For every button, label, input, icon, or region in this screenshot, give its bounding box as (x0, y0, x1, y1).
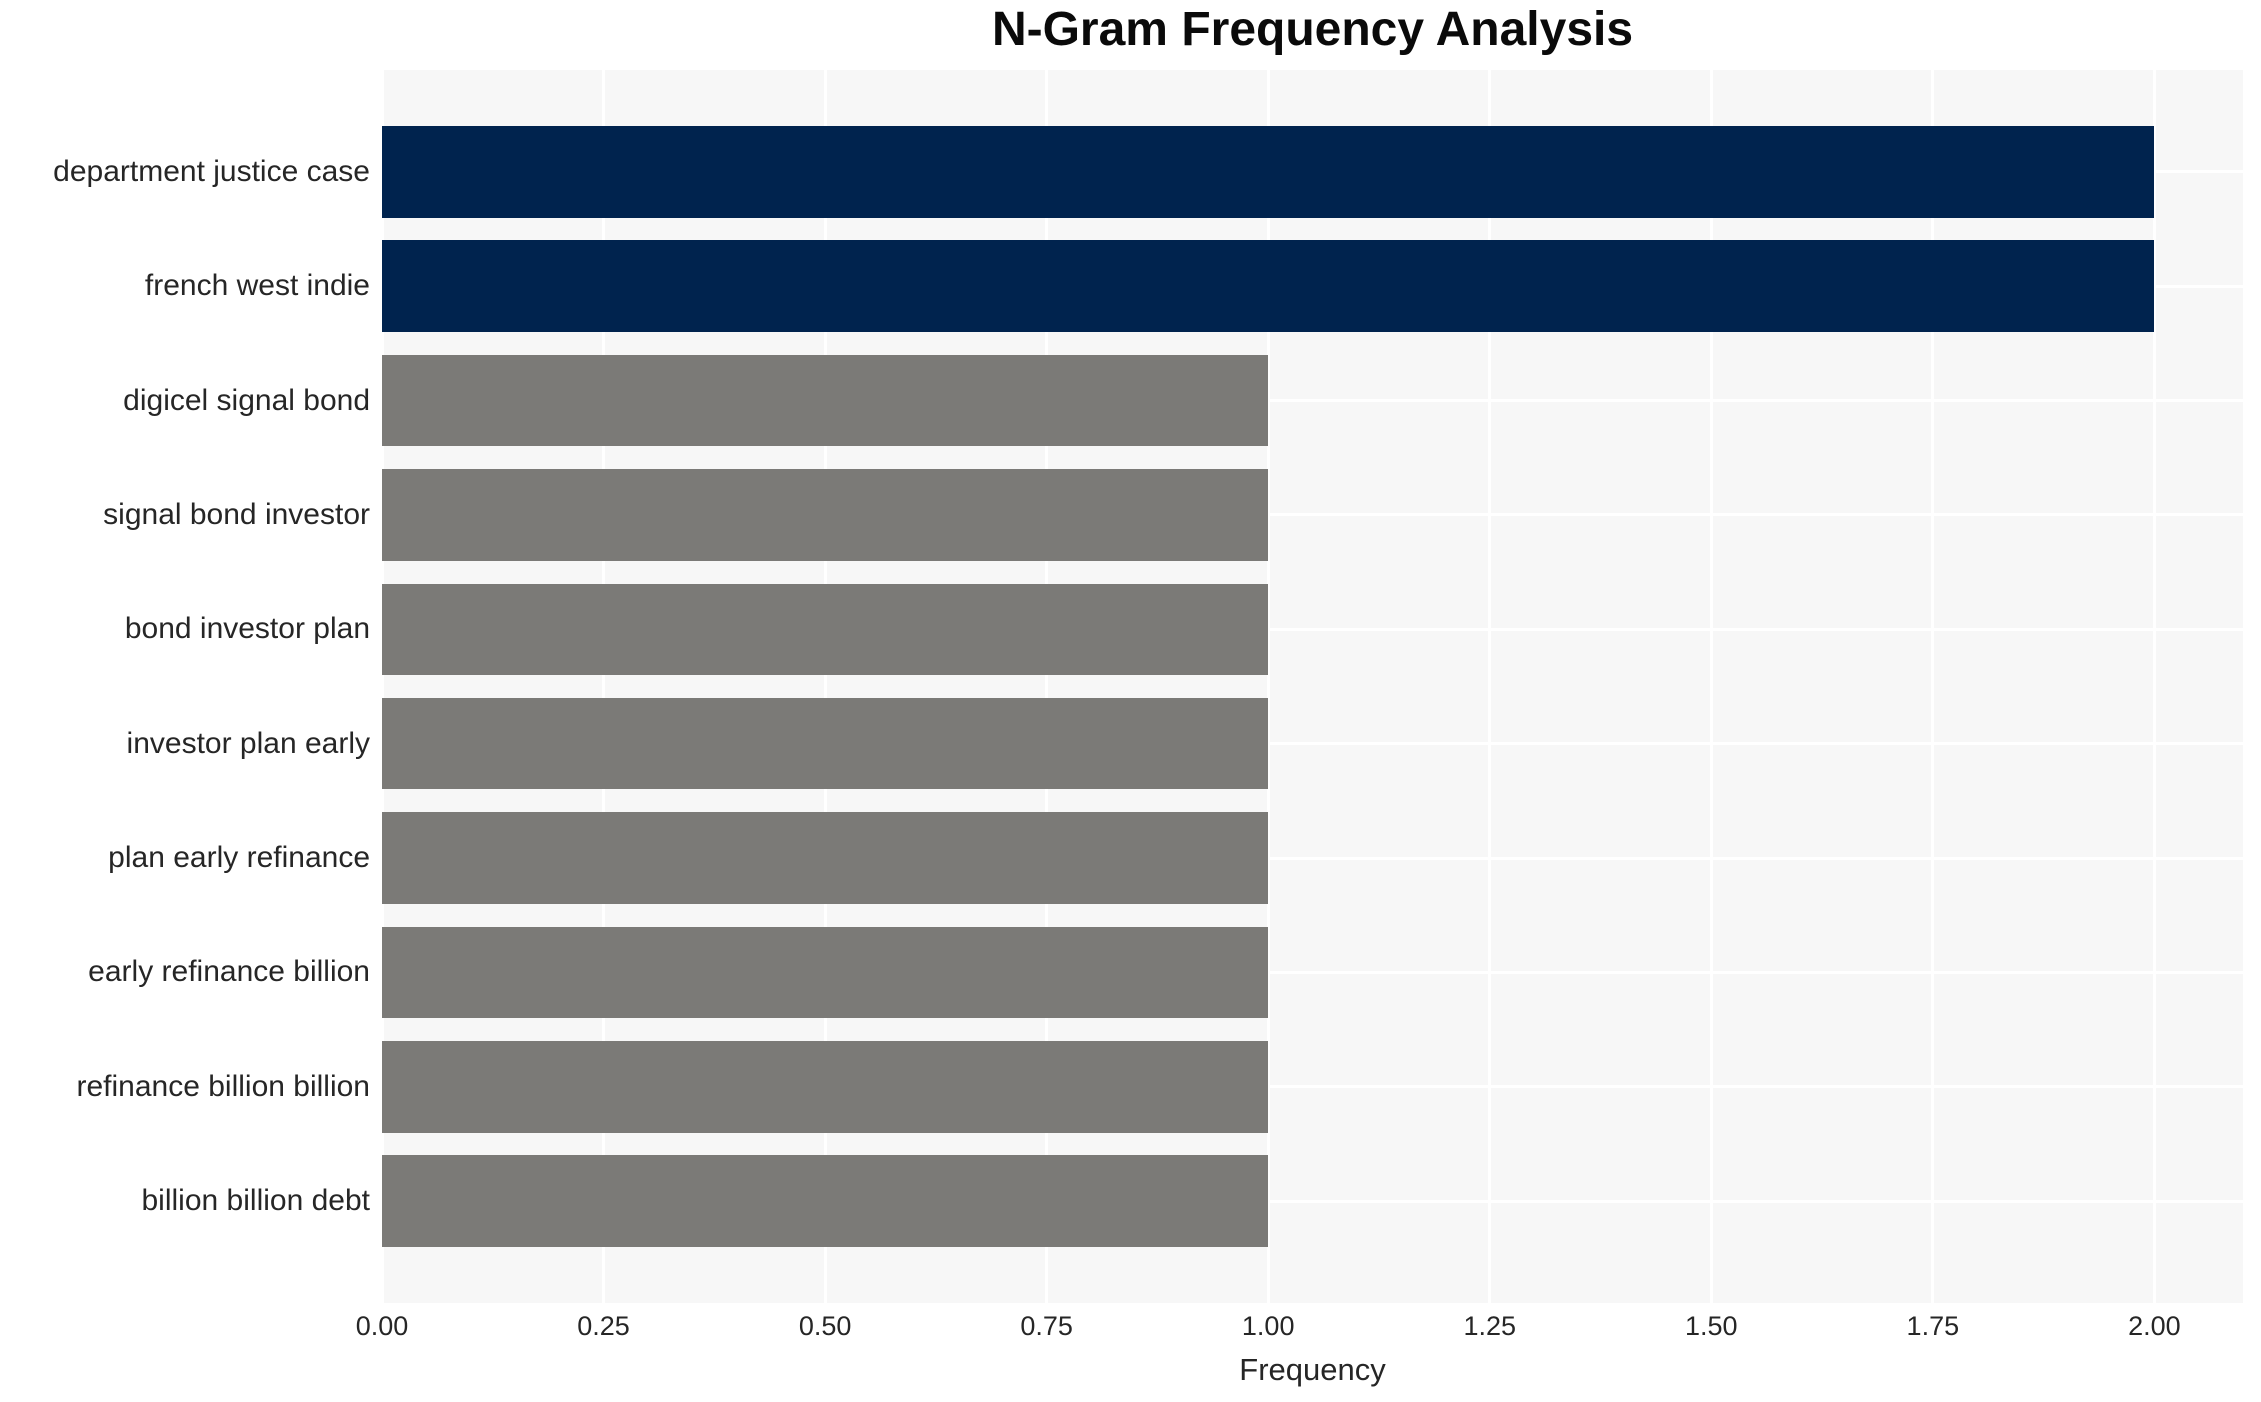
x-gridline (1045, 70, 1049, 1303)
x-gridline (1931, 70, 1935, 1303)
y-gridline (382, 1199, 2243, 1203)
y-gridline (382, 970, 2243, 974)
x-gridline (1709, 70, 1713, 1303)
y-gridline (382, 856, 2243, 860)
y-gridline (382, 399, 2243, 403)
bar (382, 469, 1269, 561)
x-tick-label: 1.50 (1685, 1311, 1738, 1341)
y-tick-label: department justice case (53, 154, 370, 188)
bar (382, 926, 1269, 1019)
x-gridline (602, 70, 606, 1303)
x-tick-label: 0.00 (355, 1311, 409, 1341)
x-axis: 0.00 0.25 0.50 0.75 1.00 1.25 1.50 1.75 2.00 (356, 1311, 2243, 1347)
x-tick-label: 2.00 (2128, 1311, 2181, 1341)
y-tick-label: digicel signal bond (123, 383, 370, 417)
x-tick-label: 1.75 (1906, 1311, 1960, 1341)
y-tick-label: french west indie (144, 269, 370, 303)
x-tick-label: 1.25 (1463, 1311, 1517, 1341)
x-tick-label: 1.00 (1241, 1311, 1295, 1341)
bar (382, 1155, 1269, 1247)
y-tick-label: bond investor plan (124, 612, 370, 646)
y-tick-label: billion billion debt (141, 1184, 371, 1218)
bar (382, 583, 1269, 676)
chart-title: N-Gram Frequency Analysis (991, 3, 1634, 56)
y-gridline (382, 627, 2243, 631)
y-tick-label: signal bond investor (103, 497, 370, 531)
bar (382, 1041, 1269, 1133)
y-tick-label: investor plan early (126, 726, 370, 760)
y-axis: department justice case french west indie… (0, 70, 382, 1303)
x-gridline (1266, 70, 1270, 1303)
bar (382, 126, 2155, 218)
y-tick-label: refinance billion billion (76, 1069, 370, 1103)
x-tick-label: 0.50 (798, 1311, 852, 1341)
y-tick-label: plan early refinance (108, 841, 370, 875)
y-gridline (382, 1085, 2243, 1089)
x-gridline (382, 70, 384, 1303)
x-gridline (823, 70, 827, 1303)
bar (382, 697, 1269, 790)
bar (382, 354, 1269, 447)
x-tick-label: 0.25 (577, 1311, 630, 1341)
x-gridline (2152, 70, 2156, 1303)
y-gridline (382, 513, 2243, 517)
y-tick-label: early refinance billion (88, 955, 370, 989)
plot-area (382, 70, 2243, 1303)
x-gridline (1488, 70, 1492, 1303)
x-axis-title: Frequency (1239, 1352, 1386, 1387)
x-tick-label: 0.75 (1020, 1311, 1073, 1341)
y-gridline (382, 742, 2243, 746)
bar (382, 240, 2155, 332)
bar (382, 812, 1269, 904)
